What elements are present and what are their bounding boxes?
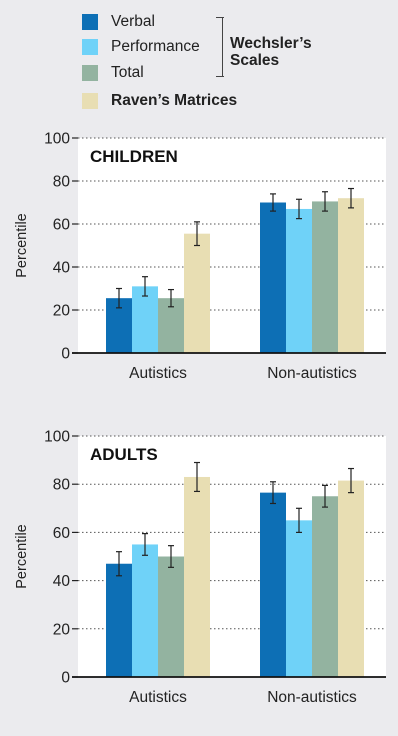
y-tick-label: 60 — [53, 525, 71, 542]
bar — [184, 476, 210, 677]
x-tick-label: Non-autistics — [267, 365, 357, 382]
bracket-label-line2: Scales — [230, 52, 280, 69]
legend-label-verbal: Verbal — [111, 13, 155, 30]
x-tick-label: Autistics — [129, 689, 187, 706]
y-tick-label: 20 — [53, 621, 71, 638]
bar — [260, 492, 286, 677]
legend-swatch-ravens — [82, 93, 98, 109]
chart-panel-1: 0 20 40 60 80 100 CHILDREN Percentile Autistics N… — [14, 131, 386, 382]
bar — [312, 201, 338, 353]
y-tick-label: 80 — [53, 174, 71, 191]
y-tick-label: 0 — [61, 346, 70, 363]
bar — [286, 208, 312, 353]
legend-swatch-total — [82, 65, 98, 81]
bar — [158, 556, 184, 677]
bracket-label-line1: Wechsler’s — [230, 35, 312, 52]
legend-label-performance: Performance — [111, 38, 200, 55]
legend-label-ravens: Raven’s Matrices — [111, 92, 238, 109]
bar — [184, 233, 210, 353]
legend-swatch-performance — [82, 39, 98, 55]
y-tick-label: 20 — [53, 303, 71, 320]
bar — [132, 286, 158, 353]
bar — [286, 520, 312, 677]
y-axis-label: Percentile — [14, 213, 30, 277]
y-tick-label: 80 — [53, 477, 71, 494]
bar — [338, 480, 364, 677]
legend-item-verbal: Verbal — [82, 13, 155, 31]
y-tick-label: 0 — [61, 670, 70, 687]
panel-title: ADULTS — [90, 445, 158, 464]
legend-label-total: Total — [111, 64, 144, 81]
legend-item-ravens: Raven’s Matrices — [82, 92, 237, 110]
y-tick-label: 100 — [44, 429, 70, 446]
bar — [132, 544, 158, 677]
chart-panel-2: 0 20 40 60 80 100 ADULTS Percentile Autistics Non… — [14, 429, 386, 706]
legend-item-total: Total — [82, 64, 144, 82]
bar — [260, 202, 286, 353]
bar — [338, 198, 364, 353]
y-axis-label: Percentile — [14, 524, 30, 588]
legend-swatch-verbal — [82, 14, 98, 30]
y-tick-label: 100 — [44, 131, 70, 148]
legend-bracket-label: Wechsler’s Scales — [230, 35, 312, 69]
y-tick-label: 40 — [53, 573, 71, 590]
x-tick-label: Non-autistics — [267, 689, 357, 706]
y-tick-label: 60 — [53, 217, 71, 234]
bar — [312, 496, 338, 677]
bar — [106, 563, 132, 677]
panel-title: CHILDREN — [90, 147, 178, 166]
legend-item-performance: Performance — [82, 38, 200, 56]
y-tick-label: 40 — [53, 260, 71, 277]
legend-bracket — [214, 17, 224, 77]
x-tick-label: Autistics — [129, 365, 187, 382]
